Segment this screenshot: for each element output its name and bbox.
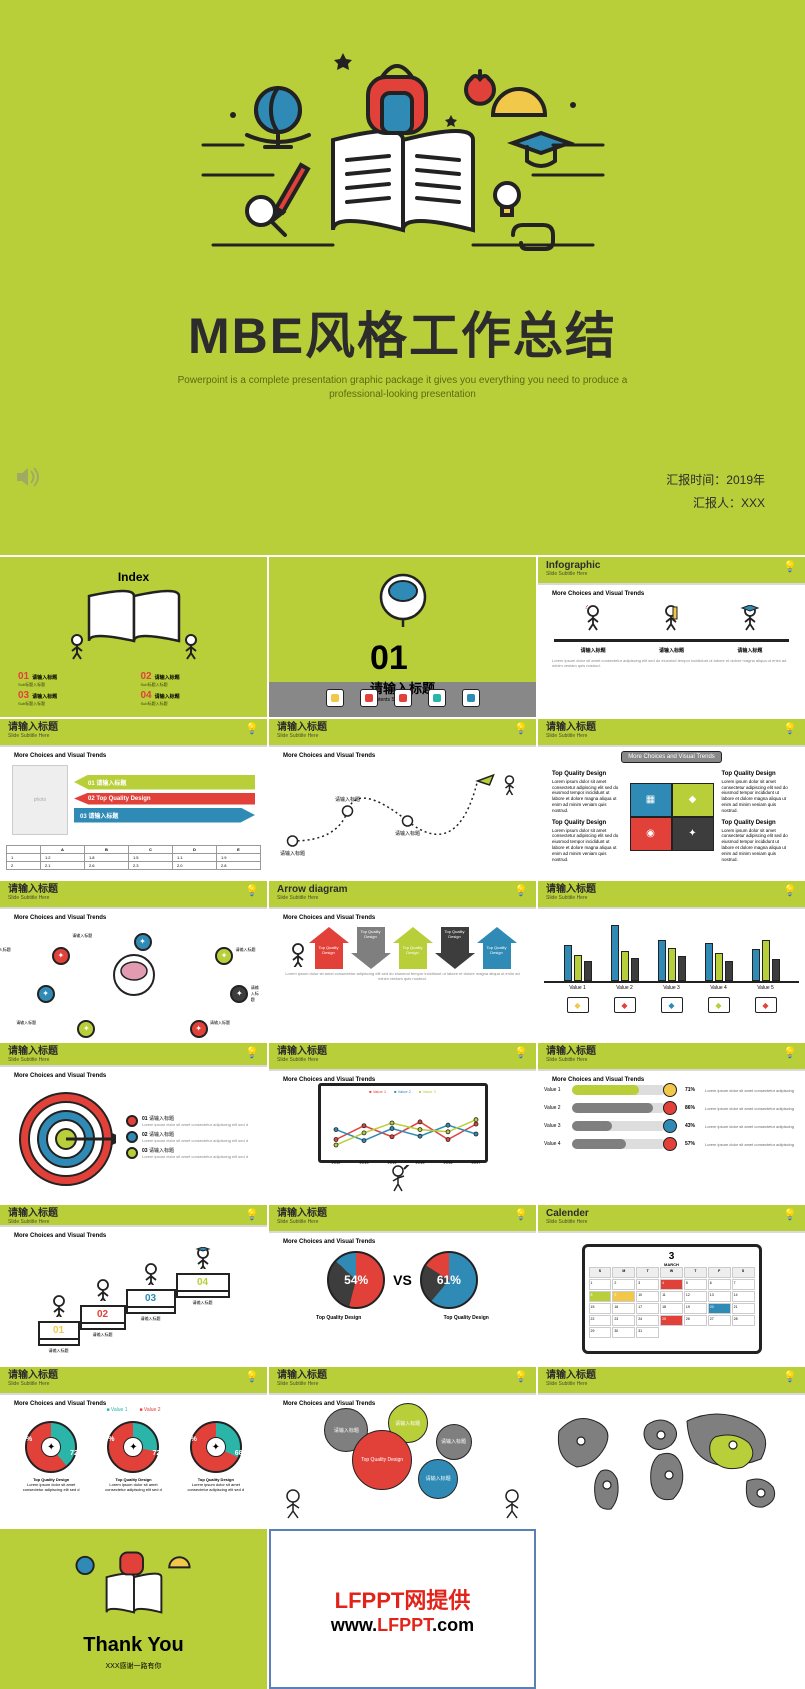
slide-hbar: 请输入标题Slide Subtitle Here💡 More Choices a… [538, 1043, 805, 1203]
blank-slot [538, 1529, 805, 1689]
bubbles-canvas: 请输入标题请输入标题请输入标题Top Quality Design请输入标题 [275, 1407, 530, 1523]
mindmap-canvas: ✦请输入标题✦请输入标题✦请输入标题✦请输入标题✦请输入标题✦请输入标题✦请输入… [6, 921, 261, 1037]
slide-donuts: 请输入标题Slide Subtitle Here💡 More Choices a… [0, 1367, 267, 1527]
linechart-screen: Value 1Value 2Value 3 201220132014201520… [318, 1083, 488, 1163]
sound-icon [14, 464, 40, 495]
slide-puzzle: 请输入标题Slide Subtitle Here💡 More Choices a… [538, 719, 805, 879]
cover-subtitle: Powerpoint is a complete presentation gr… [153, 374, 653, 402]
cover-title: MBE风格工作总结 [188, 296, 617, 368]
slide-map: 请输入标题Slide Subtitle Here💡 [538, 1367, 805, 1527]
bar-labels: Value 1Value 2Value 3Value 4Value 5 [544, 983, 799, 993]
slide-signpost: 请输入标题Slide Subtitle Here💡 More Choices a… [0, 719, 267, 879]
slide-target: 请输入标题Slide Subtitle Here💡 More Choices a… [0, 1043, 267, 1203]
slide-linechart: 请输入标题Slide Subtitle Here💡 More Choices a… [269, 1043, 536, 1203]
calendar-grid: SMTWTFS123456789101112131415161718192021… [589, 1267, 755, 1338]
index-list: 01请输入标题Sub标题入标题02请输入标题Sub标题入标题03请输入标题Sub… [0, 671, 267, 717]
cover-meta: 汇报时间：2019年 汇报人：XXX [666, 469, 765, 515]
infographic-caps: 请输入标题请输入标题请输入标题 [544, 642, 799, 656]
slide-infographic: InfographicSlide Subtitle Here💡 More Cho… [538, 557, 805, 717]
slide-arrows: Arrow diagramSlide Subtitle Here💡 More C… [269, 881, 536, 1041]
svg-text:2013: 2013 [359, 1160, 369, 1165]
lightbulb-icon: 💡 [783, 560, 797, 573]
slide-pievs: 请输入标题Slide Subtitle Here💡 More Choices a… [269, 1205, 536, 1365]
cover-slide: MBE风格工作总结 Powerpoint is a complete prese… [0, 0, 805, 555]
bar-icon-row: ◆◆◆◆◆ [544, 993, 799, 1017]
signpost-signs: 01 请输入标题02 Top Quality Design03 请输入标题 [74, 775, 255, 826]
target-svg [16, 1089, 116, 1189]
pie-right: 61% [420, 1251, 478, 1309]
target-list: 01 请输入标题Lorem ipsum dolor sit amet conse… [126, 1115, 248, 1163]
arrows-row: Top Quality DesignTop Quality DesignTop … [275, 921, 530, 969]
slide-calendar: CalenderSlide Subtitle Here💡 3MARCH SMTW… [538, 1205, 805, 1365]
svg-text:请输入标题: 请输入标题 [395, 830, 420, 837]
bar-chart [544, 913, 799, 983]
svg-text:2016: 2016 [443, 1160, 453, 1165]
slide-podium: 请输入标题Slide Subtitle Here💡 More Choices a… [0, 1205, 267, 1365]
svg-text:2012: 2012 [331, 1160, 341, 1165]
svg-text:请输入标题: 请输入标题 [335, 796, 360, 803]
hbar-rows: Value 171%Lorem ipsum dolor sit amet con… [544, 1083, 799, 1155]
signpost-table: ABCDE11.21.81.51.11.922.12.62.32.02.8 [6, 845, 261, 870]
section-icon-row [269, 689, 536, 707]
slide-barchart: 请输入标题Slide Subtitle Here💡 Value 1Value 2… [538, 881, 805, 1041]
podium-steps: 01请输入标题02请输入标题03请输入标题04请输入标题 [6, 1239, 261, 1362]
svg-text:2017: 2017 [471, 1160, 481, 1165]
svg-text:2014: 2014 [387, 1160, 397, 1165]
world-map-svg [547, 1401, 797, 1521]
svg-text:请输入标题: 请输入标题 [280, 850, 305, 857]
slide-index: Index 01请输入标题Sub标题入标题02请输入标题Sub标题入标题03请输… [0, 557, 267, 717]
promo-card: LFPPT网提供 www.LFPPT.com [269, 1529, 536, 1689]
puzzle-grid: ▦◆◉✦ [630, 783, 714, 851]
svg-text:2015: 2015 [415, 1160, 425, 1165]
donut-row: ✦Top Quality DesignLorem ipsum dolor sit… [6, 1413, 261, 1500]
cover-illustration [0, 30, 805, 290]
photo-placeholder: photo [12, 765, 68, 835]
slide-section-01: 01 请输入标题 Contents Subtitle [269, 557, 536, 717]
linechart-svg: 2012 2013 2014 2015 2016 2017 [321, 1086, 491, 1166]
slide-mindmap: 请输入标题Slide Subtitle Here💡 More Choices a… [0, 881, 267, 1041]
svg-text:?: ? [584, 605, 589, 611]
infographic-row: ? [544, 597, 799, 639]
pie-left: 54% [327, 1251, 385, 1309]
slide-path: 请输入标题Slide Subtitle Here💡 More Choices a… [269, 719, 536, 879]
slide-thanks: Thank You XXX感谢一路有你 [0, 1529, 267, 1689]
slide-bubbles: 请输入标题Slide Subtitle Here💡 More Choices a… [269, 1367, 536, 1527]
